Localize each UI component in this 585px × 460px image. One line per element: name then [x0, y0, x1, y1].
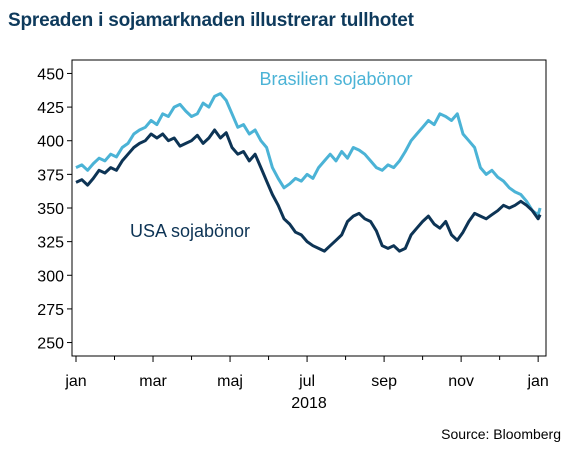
series-label-1: USA sojabönor [130, 221, 250, 241]
chart-axes: 250 275 300 325 350 375 400 425 450 jan mar maj jul s… [37, 59, 549, 412]
y-tick-label: 400 [37, 134, 64, 151]
y-tick-label: 325 [37, 235, 64, 252]
series-label-0: Brasilien sojabönor [259, 69, 412, 89]
x-tick-label: sep [371, 373, 397, 390]
source-note: Source: Bloomberg [441, 426, 561, 442]
y-tick-label: 250 [37, 336, 64, 353]
series-line-1 [75, 128, 542, 253]
y-tick-label: 350 [37, 201, 64, 218]
x-axis-label: 2018 [291, 395, 327, 412]
y-tick-label: 425 [37, 100, 64, 117]
x-tick-label: maj [217, 373, 243, 390]
x-tick-label: mar [139, 373, 167, 390]
x-tick-label: jan [64, 373, 86, 390]
x-tick-label: nov [448, 373, 474, 390]
chart-series [75, 92, 542, 253]
x-tick-label: jul [298, 373, 315, 390]
chart-labels: Brasilien sojabönor USA sojabönor [130, 69, 413, 241]
y-tick-label: 375 [37, 167, 64, 184]
chart-title: Spreaden i sojamarknaden illustrerar tul… [8, 10, 414, 31]
plot-frame [71, 59, 547, 357]
y-tick-label: 300 [37, 268, 64, 285]
x-tick-label: jan [526, 373, 548, 390]
y-tick-label: 275 [37, 302, 64, 319]
y-tick-label: 450 [37, 66, 64, 83]
series-line-0 [75, 92, 542, 217]
